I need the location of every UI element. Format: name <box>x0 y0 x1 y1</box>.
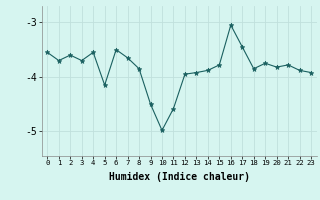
X-axis label: Humidex (Indice chaleur): Humidex (Indice chaleur) <box>109 172 250 182</box>
